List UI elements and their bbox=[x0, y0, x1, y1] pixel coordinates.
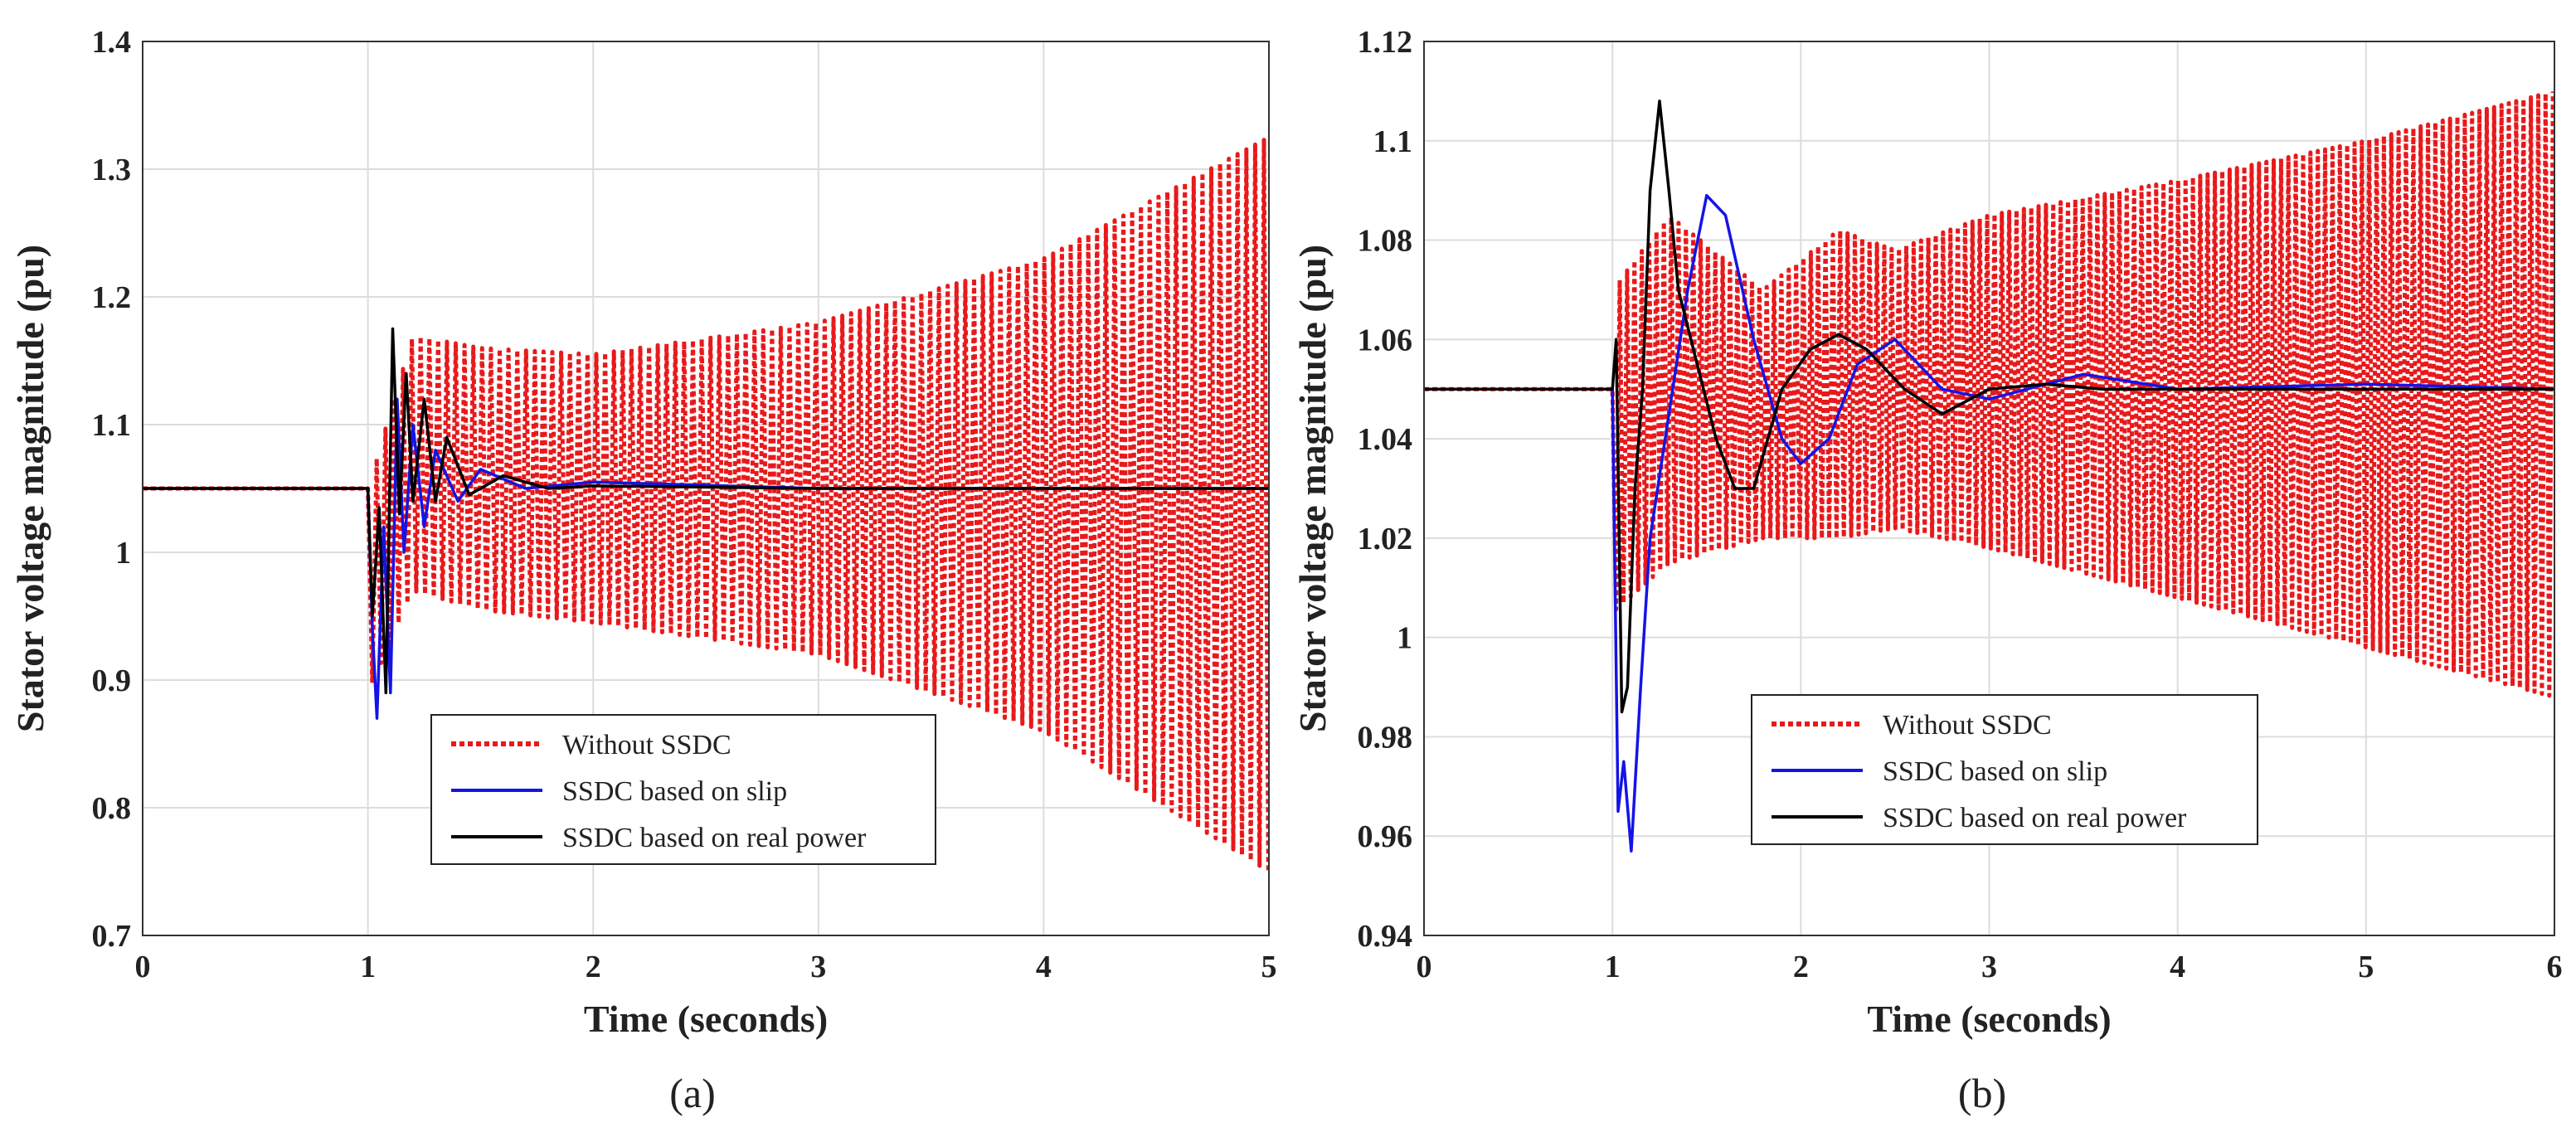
panel-a-x-tick-label: 0 bbox=[135, 950, 151, 984]
panel-a-y-tick-label: 0.9 bbox=[92, 663, 132, 698]
panel-b-data-group bbox=[1424, 91, 2554, 853]
panel-b-legend-label: Without SSDC bbox=[1883, 710, 2052, 741]
panel-b-y-tick-label: 1.06 bbox=[1358, 323, 1413, 357]
panel-b-y-tick-label: 0.98 bbox=[1358, 720, 1413, 755]
panel-a-x-axis-label: Time (seconds) bbox=[584, 998, 828, 1040]
panel-b-y-tick-label: 1.08 bbox=[1358, 224, 1413, 259]
panel-a-axes-frame bbox=[142, 41, 1270, 936]
panel-b-legend: Without SSDC SSDC based on slip SSDC based… bbox=[1751, 694, 2258, 845]
panel-b-y-axis-label: Stator voltage magnitude (pu) bbox=[1291, 245, 1334, 732]
panel-b-x-tick-label: 5 bbox=[2358, 950, 2374, 984]
panel-b-y-tick-label: 1.12 bbox=[1358, 25, 1413, 60]
panel-b-legend-label: SSDC based on real power bbox=[1883, 803, 2187, 833]
panel-a-data-group bbox=[143, 138, 1269, 872]
panel-a-y-axis-label: Stator voltage magnitude (pu) bbox=[9, 245, 51, 732]
panel-a-y-tick-label: 0.8 bbox=[92, 791, 132, 826]
panel-b-x-axis-label: Time (seconds) bbox=[1867, 998, 2111, 1040]
panel-a-series-without-ssdc bbox=[143, 138, 1269, 872]
panel-a: 0 1 2 3 4 5 0.7 0.8 0.9 1 1.1 1.2 1.3 1.4 Time (second… bbox=[9, 25, 1277, 1116]
panel-b-legend-label: SSDC based on slip bbox=[1883, 756, 2107, 787]
panel-a-y-tick-label: 1.3 bbox=[92, 153, 132, 187]
panel-a-legend-label: SSDC based on slip bbox=[562, 776, 787, 807]
panel-a-y-tick-label: 1 bbox=[115, 536, 131, 571]
panel-b-axes-frame bbox=[1423, 41, 2555, 936]
panel-b-x-tick-label: 3 bbox=[1981, 950, 1997, 984]
panel-a-x-tick-label: 3 bbox=[810, 950, 826, 984]
panel-a-legend-label: SSDC based on real power bbox=[562, 823, 867, 853]
panel-b: 0 1 2 3 4 5 6 0.94 0.96 0.98 1 1.02 1.04 1.06 1.08 1.1 1… bbox=[1291, 25, 2563, 1116]
panel-a-legend: Without SSDC SSDC based on slip SSDC based… bbox=[430, 714, 936, 865]
panel-a-y-tick-label: 1.1 bbox=[92, 408, 132, 443]
panel-b-y-tick-label: 1.1 bbox=[1373, 124, 1413, 159]
panel-a-y-tick-label: 1.4 bbox=[92, 25, 132, 60]
panel-a-y-tick-label: 0.7 bbox=[92, 919, 132, 954]
panel-b-y-tick-label: 1.02 bbox=[1358, 522, 1413, 556]
panel-b-y-tick-label: 0.96 bbox=[1358, 819, 1413, 854]
panel-b-x-tick-label: 4 bbox=[2170, 950, 2185, 984]
panel-a-x-tick-label: 1 bbox=[360, 950, 376, 984]
panel-a-legend-label: Without SSDC bbox=[562, 730, 731, 760]
panel-b-series-ssdc-real-power bbox=[1424, 100, 2554, 714]
panel-a-x-tick-label: 2 bbox=[586, 950, 601, 984]
panel-a-caption: (a) bbox=[669, 1070, 716, 1116]
panel-b-x-tick-label: 6 bbox=[2547, 950, 2563, 984]
panel-b-x-tick-label: 0 bbox=[1417, 950, 1432, 984]
panel-b-series-without-ssdc bbox=[1424, 91, 2554, 698]
panel-b-x-tick-label: 2 bbox=[1793, 950, 1809, 984]
panel-b-series-ssdc-slip bbox=[1424, 193, 2554, 853]
panel-b-y-tick-label: 0.94 bbox=[1358, 919, 1413, 954]
panel-a-series-ssdc-real-power bbox=[143, 327, 1269, 695]
panel-b-y-tick-label: 1.04 bbox=[1358, 422, 1413, 457]
panel-a-x-tick-label: 5 bbox=[1261, 950, 1277, 984]
panel-b-y-tick-label: 1 bbox=[1397, 621, 1412, 656]
panel-a-y-tick-label: 1.2 bbox=[92, 280, 132, 315]
panel-b-x-tick-label: 1 bbox=[1605, 950, 1621, 984]
panel-a-x-tick-label: 4 bbox=[1036, 950, 1052, 984]
panel-b-caption: (b) bbox=[1958, 1070, 2006, 1116]
panel-a-series-ssdc-slip bbox=[143, 397, 1269, 720]
